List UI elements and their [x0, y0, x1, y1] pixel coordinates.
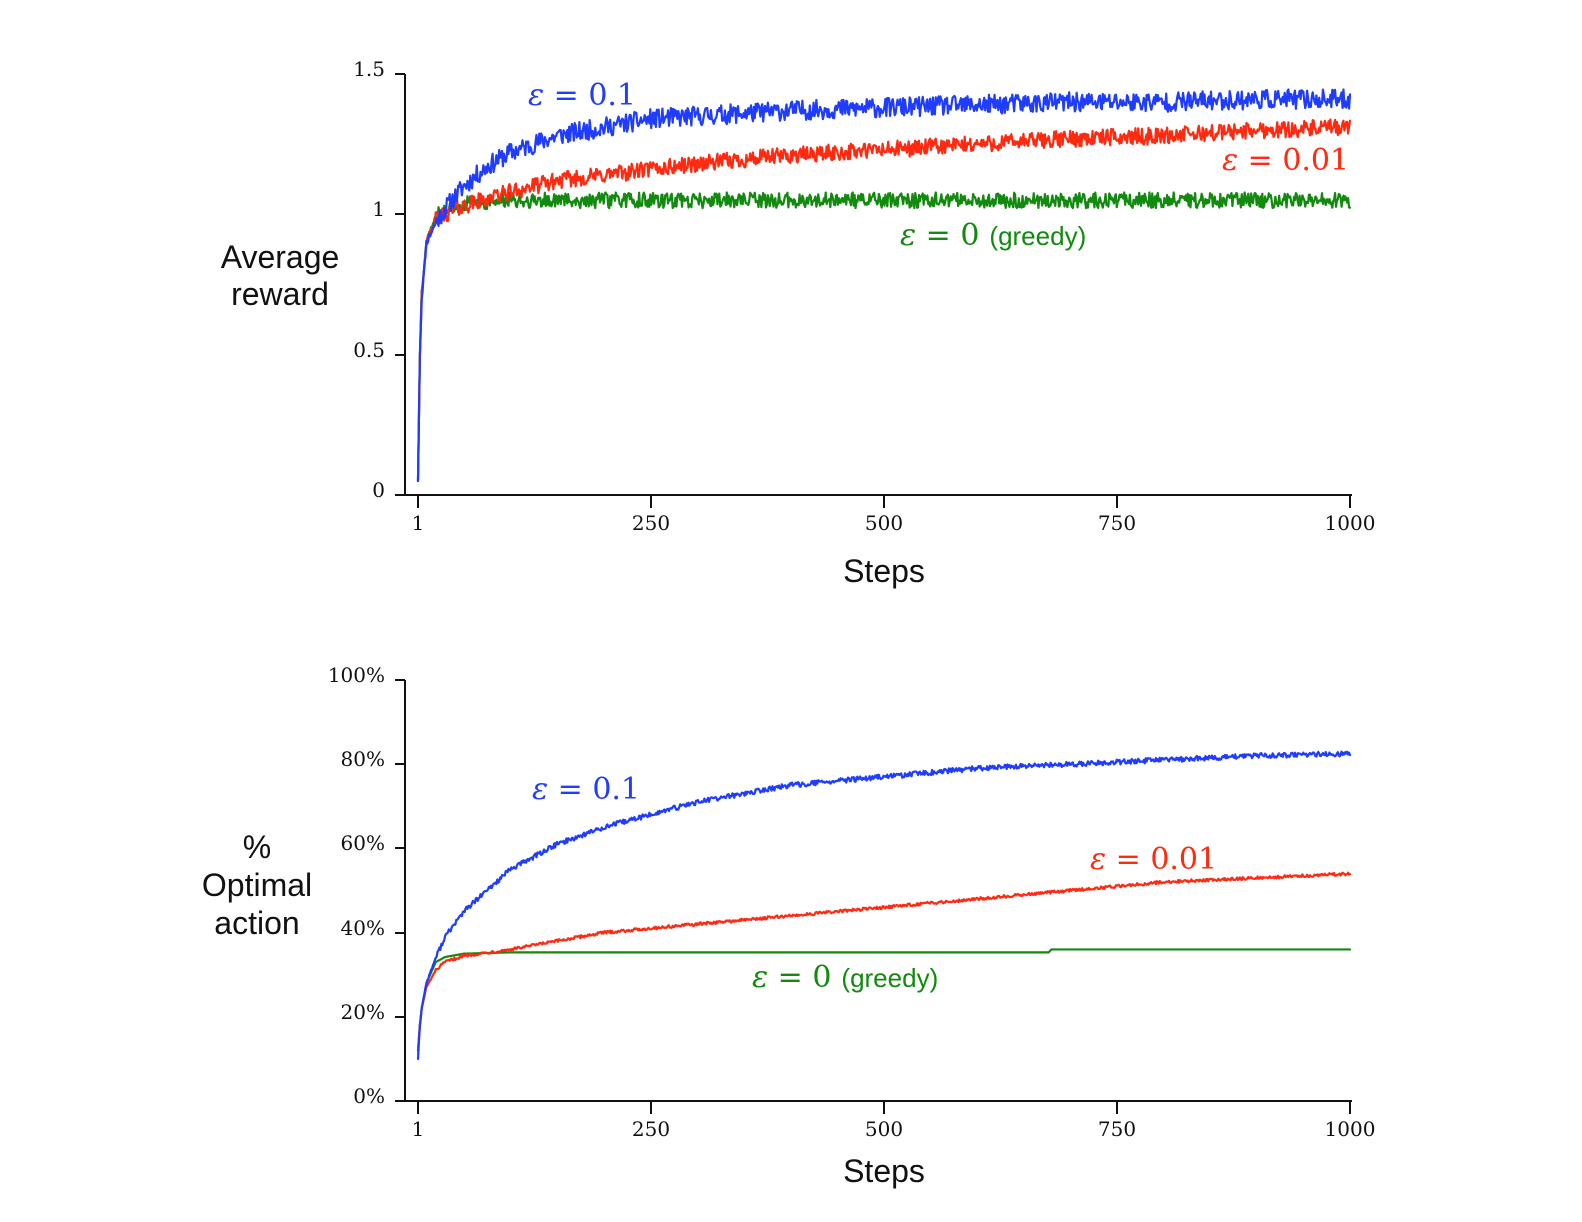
top-y-tick-label: 0.5 — [353, 338, 385, 362]
top-y-tick-label: 0 — [372, 478, 385, 502]
chart-optimal-action: 0% 20% 40% 60% 80% 100% 1 250 500 750 10… — [202, 663, 1376, 1189]
top-y-tick-label: 1.5 — [353, 57, 385, 81]
top-x-ticks: 1 250 500 750 1000 — [412, 495, 1376, 535]
bottom-y-tick-label: 100% — [328, 663, 385, 687]
bottom-y-tick-label: 40% — [341, 916, 385, 940]
series-label-value: 0.01 — [1282, 143, 1349, 178]
bottom-x-axis-title: Steps — [843, 1153, 925, 1189]
top-series-label-eps-0.1: ε = 0.1 — [528, 78, 636, 113]
top-plot-area — [416, 88, 1352, 483]
bottom-x-tick-label: 250 — [632, 1117, 670, 1141]
series-label-eps: ε = — [1222, 143, 1282, 178]
series-label-value: 0.1 — [588, 78, 636, 113]
top-y-axis-title-line: reward — [231, 276, 329, 312]
top-series-line-eps-0 — [416, 191, 1352, 483]
bottom-series-label-eps-0.01: ε = 0.01 — [1090, 842, 1217, 877]
bottom-x-ticks: 1 250 500 750 1000 — [412, 1101, 1376, 1141]
top-series-lines — [416, 88, 1352, 483]
bottom-y-tick-label: 80% — [341, 747, 385, 771]
top-x-axis-title: Steps — [843, 553, 925, 589]
bottom-series-line-eps-0.1 — [416, 750, 1352, 1061]
top-series-line-eps-0.01 — [416, 118, 1352, 483]
top-x-tick-label: 250 — [632, 511, 670, 535]
chart-average-reward: 0 0.5 1 1.5 1 250 500 750 1000 Steps Ave… — [221, 57, 1376, 589]
bottom-y-tick-label: 20% — [341, 1000, 385, 1024]
bottom-series-line-eps-0 — [416, 948, 1352, 1052]
series-label-value: 0 — [812, 960, 831, 995]
series-label-extra: (greedy) — [841, 963, 938, 993]
bottom-x-tick-label: 750 — [1098, 1117, 1136, 1141]
bottom-series-label-eps-0: ε = 0 (greedy) — [752, 960, 938, 995]
top-x-tick-label: 1000 — [1325, 511, 1376, 535]
bottom-series-line-eps-0.01 — [416, 871, 1352, 1052]
series-label-eps: ε = — [752, 960, 812, 995]
top-x-tick-label: 500 — [865, 511, 903, 535]
bottom-y-tick-label: 0% — [353, 1084, 385, 1108]
bottom-y-axis-title-line: Optimal — [202, 867, 312, 903]
bottom-plot-area — [416, 750, 1352, 1061]
top-x-tick-label: 750 — [1098, 511, 1136, 535]
top-series-labels: ε = 0.1 ε = 0.01 ε = 0 (greedy) — [528, 78, 1349, 253]
bottom-y-axis-title-line: % — [243, 829, 271, 865]
series-label-eps: ε = — [1090, 842, 1150, 877]
series-label-value: 0 — [960, 218, 979, 253]
top-y-axis-title-line: Average — [221, 239, 340, 275]
bottom-y-tick-label: 60% — [341, 831, 385, 855]
bottom-y-ticks: 0% 20% 40% 60% 80% 100% — [328, 663, 405, 1108]
top-y-ticks: 0 0.5 1 1.5 — [353, 57, 405, 502]
top-series-label-eps-0: ε = 0 (greedy) — [900, 218, 1086, 253]
series-label-eps: ε = — [532, 772, 592, 807]
top-x-tick-label: 1 — [412, 511, 425, 535]
bottom-series-label-eps-0.1: ε = 0.1 — [532, 772, 640, 807]
bottom-y-axis-title-line: action — [214, 905, 299, 941]
top-series-label-eps-0.01: ε = 0.01 — [1222, 143, 1349, 178]
series-label-value: 0.1 — [592, 772, 640, 807]
bottom-series-lines — [416, 750, 1352, 1061]
series-label-value: 0.01 — [1150, 842, 1217, 877]
bottom-series-labels: ε = 0.1 ε = 0.01 ε = 0 (greedy) — [532, 772, 1217, 995]
top-y-tick-label: 1 — [372, 197, 385, 221]
bottom-x-tick-label: 1 — [412, 1117, 425, 1141]
bottom-x-tick-label: 1000 — [1325, 1117, 1376, 1141]
series-label-extra: (greedy) — [989, 221, 1086, 251]
bottom-x-tick-label: 500 — [865, 1117, 903, 1141]
series-label-eps: ε = — [900, 218, 960, 253]
top-series-line-eps-0.1 — [416, 88, 1352, 483]
series-label-eps: ε = — [528, 78, 588, 113]
